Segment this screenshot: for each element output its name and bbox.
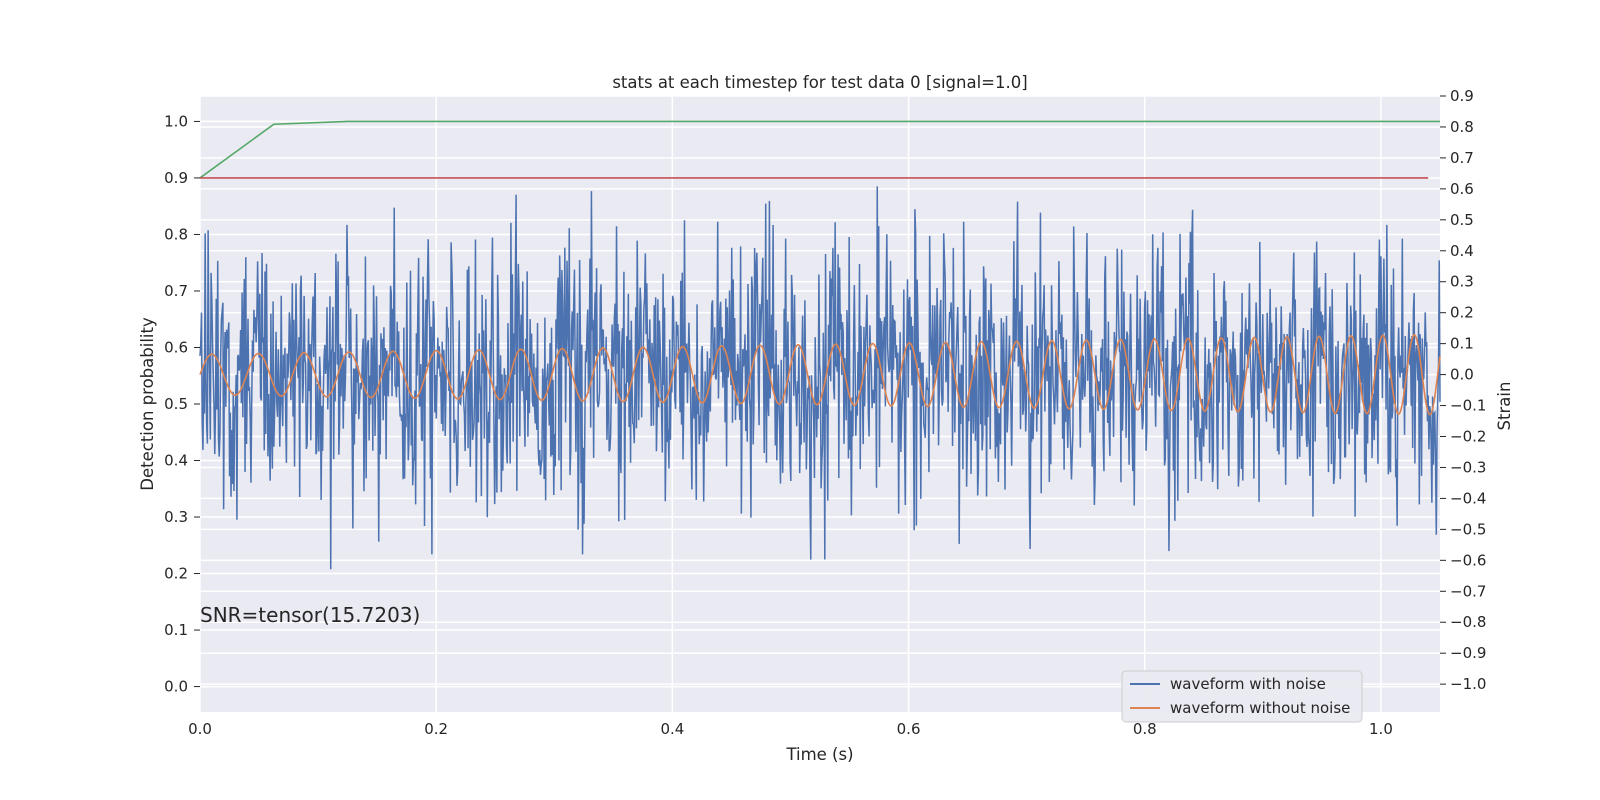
y-right-tick-label: −0.2 bbox=[1450, 428, 1486, 446]
y-left-tick-label: 0.2 bbox=[164, 565, 188, 583]
y-left-tick-label: 0.9 bbox=[164, 169, 188, 187]
y-right-tick-label: −0.3 bbox=[1450, 458, 1486, 476]
y-right-tick-label: −0.8 bbox=[1450, 613, 1486, 631]
right-y-axis-label: Strain bbox=[1495, 382, 1514, 431]
y-right-tick-label: 0.1 bbox=[1450, 335, 1474, 353]
y-left-tick-label: 0.8 bbox=[164, 225, 188, 243]
y-right-tick-label: 0.5 bbox=[1450, 211, 1474, 229]
grid bbox=[199, 95, 1440, 712]
left-y-axis-label: Detection probability bbox=[138, 317, 157, 491]
series-detection-probability bbox=[199, 120, 1440, 179]
y-left-tick-label: 0.3 bbox=[164, 508, 188, 526]
x-tick-label: 1.0 bbox=[1369, 720, 1393, 738]
y-right-tick-label: −0.7 bbox=[1450, 582, 1486, 600]
legend-label-clean: waveform without noise bbox=[1170, 699, 1350, 717]
y-right-tick-label: −1.0 bbox=[1450, 675, 1486, 693]
y-right-tick-label: 0.8 bbox=[1450, 118, 1474, 136]
y-left-tick-label: 0.0 bbox=[164, 678, 188, 696]
series-layer bbox=[199, 120, 1441, 570]
x-tick-label: 0.0 bbox=[188, 720, 212, 738]
x-axis-ticks: 0.0 0.2 0.4 0.6 0.8 1.0 bbox=[188, 720, 1393, 738]
x-tick-label: 0.4 bbox=[660, 720, 684, 738]
snr-annotation: SNR=tensor(15.7203) bbox=[200, 603, 420, 627]
y-right-tick-label: −0.6 bbox=[1450, 551, 1486, 569]
left-y-axis-ticks: 0.0 0.1 0.2 0.3 0.4 0.5 0.6 0.7 0.8 0.9 1.0 bbox=[164, 112, 200, 696]
x-axis-label: Time (s) bbox=[785, 745, 853, 764]
y-right-tick-label: 0.7 bbox=[1450, 149, 1474, 167]
y-right-tick-label: −0.9 bbox=[1450, 644, 1486, 662]
y-right-tick-label: 0.0 bbox=[1450, 366, 1474, 384]
chart-title: stats at each timestep for test data 0 [… bbox=[612, 73, 1027, 92]
legend-label-noise: waveform with noise bbox=[1170, 675, 1326, 693]
x-tick-label: 0.2 bbox=[424, 720, 448, 738]
y-left-tick-label: 0.5 bbox=[164, 395, 188, 413]
legend: waveform with noise waveform without noi… bbox=[1121, 670, 1363, 723]
series-waveform-without-noise bbox=[199, 333, 1441, 416]
y-right-tick-label: −0.1 bbox=[1450, 397, 1486, 415]
y-left-tick-label: 0.6 bbox=[164, 338, 188, 356]
y-right-tick-label: −0.4 bbox=[1450, 489, 1486, 507]
y-right-tick-label: −0.5 bbox=[1450, 520, 1486, 538]
x-tick-label: 0.6 bbox=[897, 720, 921, 738]
y-left-tick-label: 0.4 bbox=[164, 452, 188, 470]
y-right-tick-label: 0.3 bbox=[1450, 273, 1474, 291]
x-tick-label: 0.8 bbox=[1133, 720, 1157, 738]
y-right-tick-label: 0.4 bbox=[1450, 242, 1474, 260]
y-left-tick-label: 0.7 bbox=[164, 282, 188, 300]
y-left-tick-label: 0.1 bbox=[164, 621, 188, 639]
y-right-tick-label: 0.9 bbox=[1450, 87, 1474, 105]
y-right-tick-label: 0.2 bbox=[1450, 304, 1474, 322]
legend-box bbox=[1121, 670, 1363, 723]
series-waveform-with-noise bbox=[199, 186, 1441, 570]
y-left-tick-label: 1.0 bbox=[164, 112, 188, 130]
y-right-tick-label: 0.6 bbox=[1450, 180, 1474, 198]
right-y-axis-ticks: 0.9 0.8 0.7 0.6 0.5 0.4 0.3 0.2 0.1 0.0 −0.1 −0.2 −0… bbox=[1440, 87, 1486, 693]
